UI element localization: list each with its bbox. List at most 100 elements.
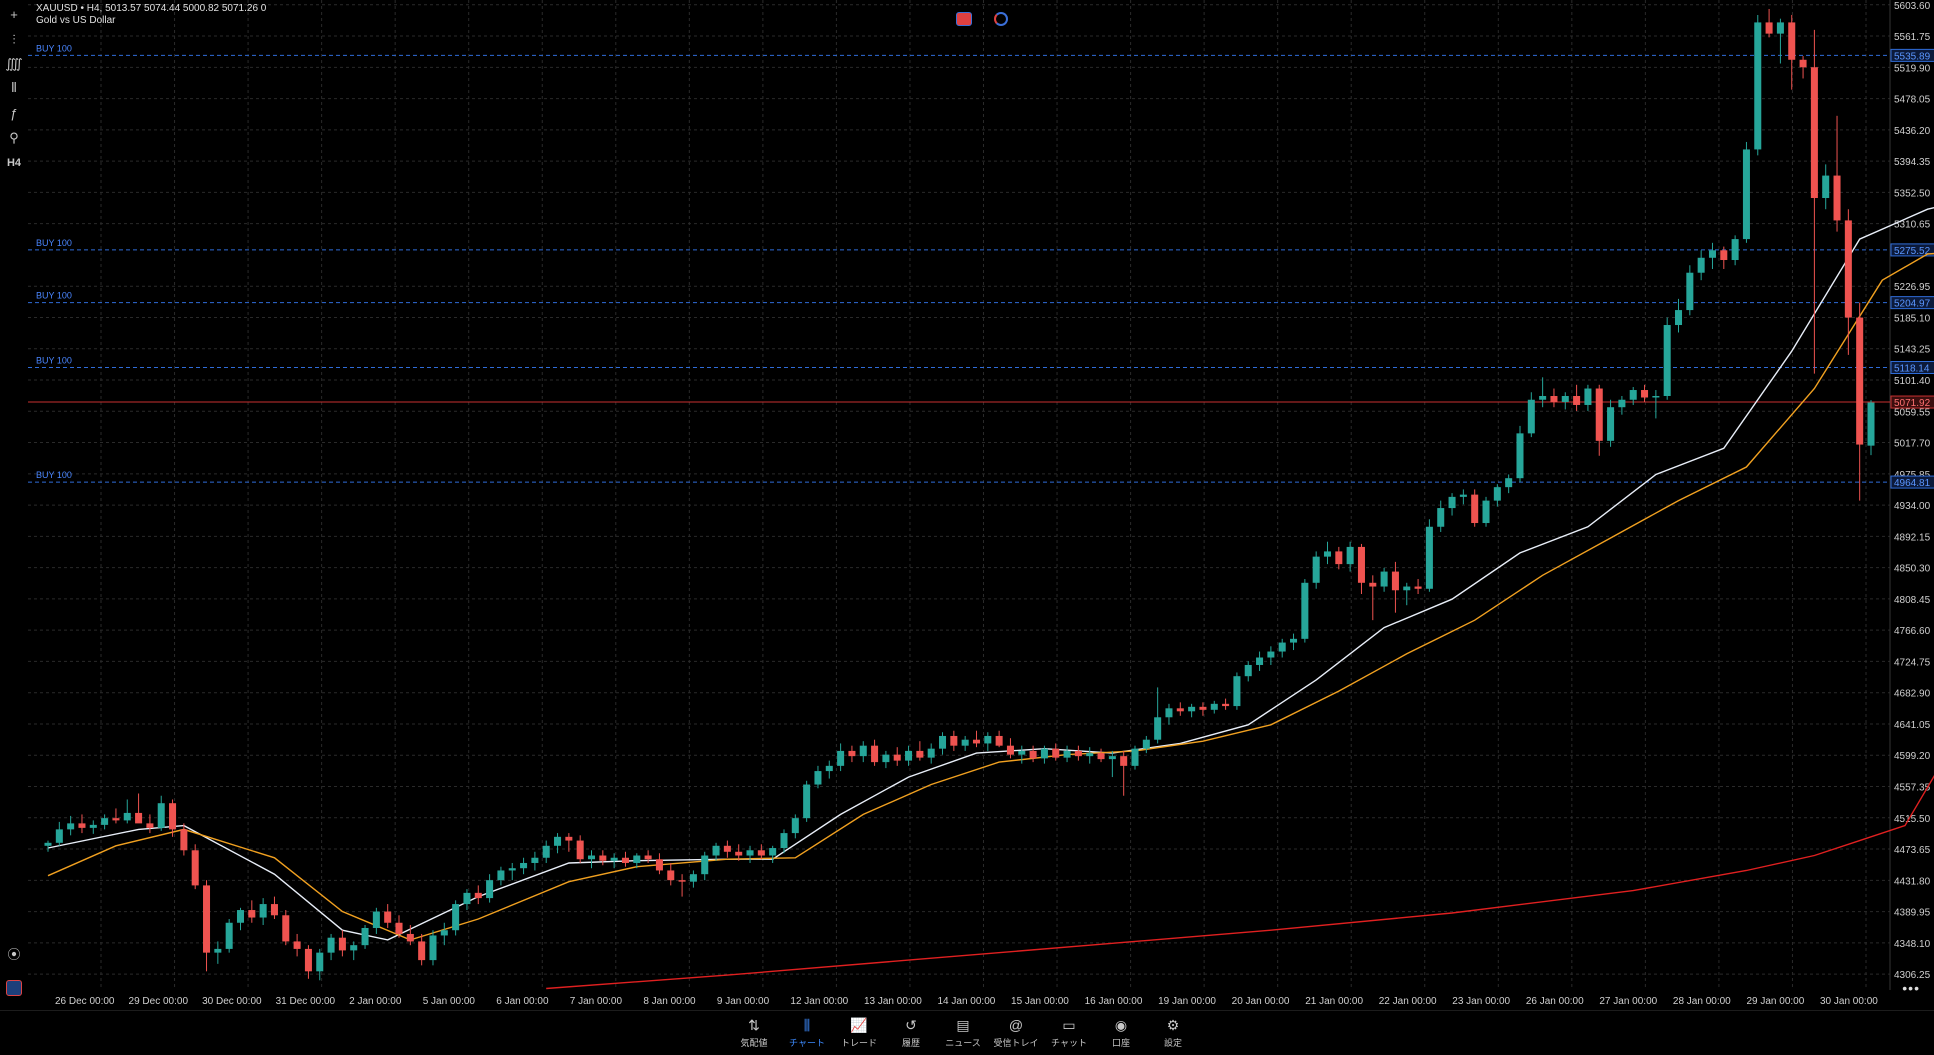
- candle-body: [1335, 551, 1343, 565]
- chart-type-icon[interactable]: ⨌: [5, 56, 23, 71]
- candle-body: [1765, 22, 1773, 34]
- x-tick-label: 30 Dec 00:00: [202, 996, 262, 1007]
- candle-body: [1674, 310, 1683, 326]
- nav-chart[interactable]: ⫼ チャート: [781, 1015, 833, 1049]
- order-price-label: 4964.81: [1894, 478, 1931, 489]
- more-options-button[interactable]: •••: [1902, 980, 1920, 996]
- nav-account-icon: ◉: [1114, 1017, 1128, 1033]
- timeframe-button[interactable]: H4: [6, 157, 22, 169]
- candle-body: [1256, 657, 1264, 665]
- nav-news-icon: ▤: [956, 1017, 970, 1033]
- y-tick-label: 4389.95: [1894, 908, 1931, 919]
- candle-body: [1686, 272, 1694, 311]
- y-tick-label: 5561.75: [1894, 32, 1931, 43]
- indicators-sliders-icon[interactable]: ⫴: [11, 80, 17, 95]
- candle-body: [67, 823, 75, 830]
- candle-body: [1833, 175, 1841, 221]
- candle-body: [1346, 546, 1354, 565]
- crosshair-icon[interactable]: +: [10, 6, 18, 22]
- candle-body: [1618, 399, 1626, 408]
- x-tick-label: 21 Jan 00:00: [1305, 996, 1363, 1007]
- candle-body: [610, 857, 618, 861]
- candle-body: [1357, 546, 1365, 583]
- nav-trade-icon: 📈: [850, 1017, 868, 1033]
- nav-account[interactable]: ◉ 口座: [1095, 1015, 1147, 1049]
- candle-body: [531, 857, 539, 863]
- candle-body: [950, 735, 958, 746]
- candle-body: [984, 735, 992, 744]
- candle-body: [1233, 676, 1241, 707]
- nav-news-label: ニュース: [945, 1038, 981, 1048]
- indicator-list-icon[interactable]: ⦿: [7, 947, 21, 962]
- candle-body: [678, 880, 686, 882]
- candle-body: [1063, 750, 1071, 758]
- candle-body: [157, 803, 165, 828]
- candlestick-type-icon[interactable]: ⫶: [12, 32, 16, 47]
- candle-body: [203, 885, 211, 953]
- candle-body: [1629, 390, 1637, 400]
- order-label: BUY 100: [36, 291, 72, 301]
- order-label: BUY 100: [36, 356, 72, 366]
- symbol-info: XAUUSD • H4, 5013.57 5074.44 5000.82 507…: [36, 3, 266, 15]
- candle-body: [701, 855, 709, 875]
- candle-body: [361, 927, 369, 946]
- nav-trade[interactable]: 📈 トレード: [833, 1015, 885, 1049]
- nav-settings[interactable]: ⚙ 設定: [1147, 1015, 1199, 1049]
- candle-body: [757, 850, 765, 856]
- order-price-tag: [1890, 475, 1934, 489]
- x-tick-label: 31 Dec 00:00: [276, 996, 336, 1007]
- candle-body: [1459, 494, 1467, 497]
- candle-body: [1040, 748, 1048, 759]
- y-tick-label: 4306.25: [1894, 970, 1931, 981]
- candle-body: [191, 850, 199, 886]
- candle-body: [1244, 664, 1252, 677]
- nav-chat-label: チャット: [1051, 1038, 1087, 1048]
- candle-body: [848, 750, 856, 757]
- x-tick-label: 2 Jan 00:00: [349, 996, 402, 1007]
- nav-chat[interactable]: ▭ チャット: [1043, 1015, 1095, 1049]
- candle-body: [1720, 250, 1728, 261]
- trading-panel-icon[interactable]: [6, 980, 22, 996]
- chart-area[interactable]: 5603.60 5561.75 5519.90 5478.05 5436.20 5394.…: [28, 0, 1934, 1010]
- ma-mid-line: [47, 252, 1934, 941]
- candle-body: [803, 784, 811, 819]
- candle-body: [905, 750, 913, 761]
- y-tick-label: 5436.20: [1894, 126, 1931, 137]
- y-tick-label: 5059.55: [1894, 407, 1931, 418]
- y-tick-label: 5394.35: [1894, 157, 1931, 168]
- candle-body: [270, 904, 278, 916]
- candle-body: [1584, 388, 1592, 405]
- candle-body: [621, 857, 629, 863]
- candle-body: [1607, 407, 1615, 441]
- candle-body: [780, 833, 788, 849]
- candle-body: [1165, 708, 1173, 718]
- nav-news[interactable]: ▤ ニュース: [937, 1015, 989, 1049]
- candle-body: [1380, 571, 1388, 587]
- function-icon[interactable]: ƒ: [10, 105, 18, 121]
- y-tick-label: 4599.20: [1894, 751, 1931, 762]
- candle-body: [1561, 396, 1569, 402]
- candle-body: [882, 754, 890, 763]
- candle-body: [1731, 239, 1739, 261]
- nav-inbox[interactable]: @ 受信トレイ: [990, 1015, 1042, 1049]
- candle-body: [1822, 175, 1830, 198]
- candle-body: [723, 845, 731, 852]
- nav-history[interactable]: ↺ 履歴: [885, 1015, 937, 1049]
- candle-body: [89, 824, 97, 828]
- y-tick-label: 5017.70: [1894, 439, 1931, 450]
- price-chart[interactable]: 5603.60 5561.75 5519.90 5478.05 5436.20 5394.…: [28, 0, 1934, 1010]
- candle-body: [44, 842, 52, 846]
- y-tick-label: 4348.10: [1894, 939, 1931, 950]
- objects-icon[interactable]: ⚲: [9, 130, 19, 145]
- one-click-trading-icon[interactable]: [956, 12, 972, 26]
- candle-body: [1029, 750, 1037, 759]
- x-tick-label: 29 Dec 00:00: [129, 996, 189, 1007]
- depth-of-market-icon[interactable]: [994, 12, 1008, 26]
- y-tick-label: 4641.05: [1894, 720, 1931, 731]
- nav-quotes[interactable]: ⇅ 気配値: [728, 1015, 780, 1049]
- candle-body: [236, 910, 245, 923]
- y-tick-label: 5310.65: [1894, 220, 1931, 231]
- candle-body: [1222, 703, 1230, 707]
- candle-body: [259, 904, 267, 918]
